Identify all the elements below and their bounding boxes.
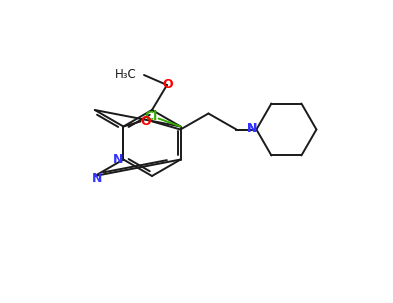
Text: N: N [247,122,257,135]
Text: N: N [113,153,124,166]
Text: O: O [163,78,173,91]
Text: N: N [247,122,257,135]
Text: H₃C: H₃C [115,68,137,81]
Text: N: N [92,172,102,185]
Text: Cl: Cl [144,110,157,123]
Text: O: O [140,115,151,128]
